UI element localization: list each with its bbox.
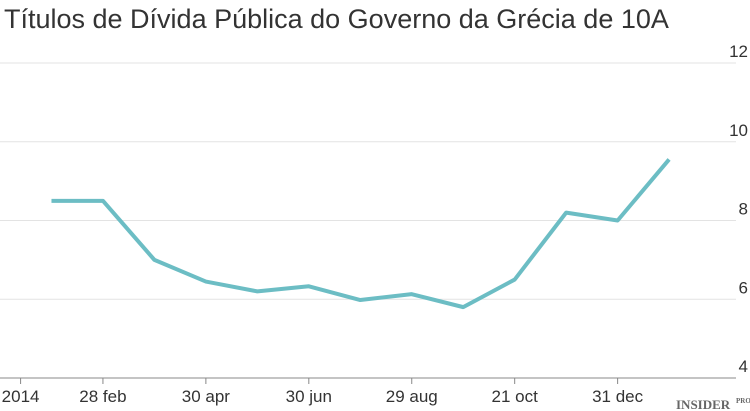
x-tick-label: 29 aug bbox=[386, 387, 438, 406]
x-tick-label: 31 dec bbox=[592, 387, 644, 406]
watermark-sub: PRO bbox=[736, 397, 750, 405]
x-tick-label: 30 apr bbox=[182, 387, 231, 406]
data-line bbox=[51, 158, 671, 310]
y-tick-label: 12 bbox=[729, 42, 748, 61]
chart-title: Títulos de Dívida Pública do Governo da … bbox=[4, 4, 669, 34]
watermark: INSIDER bbox=[676, 397, 731, 411]
x-tick-label: 30 jun bbox=[286, 387, 332, 406]
x-tick-label: 2014 bbox=[2, 387, 40, 406]
y-tick-label: 8 bbox=[739, 200, 748, 219]
y-tick-label: 4 bbox=[739, 357, 748, 376]
y-tick-label: 10 bbox=[729, 121, 748, 140]
x-tick-label: 21 oct bbox=[492, 387, 539, 406]
y-tick-label: 6 bbox=[739, 278, 748, 297]
x-tick-label: 28 feb bbox=[79, 387, 126, 406]
